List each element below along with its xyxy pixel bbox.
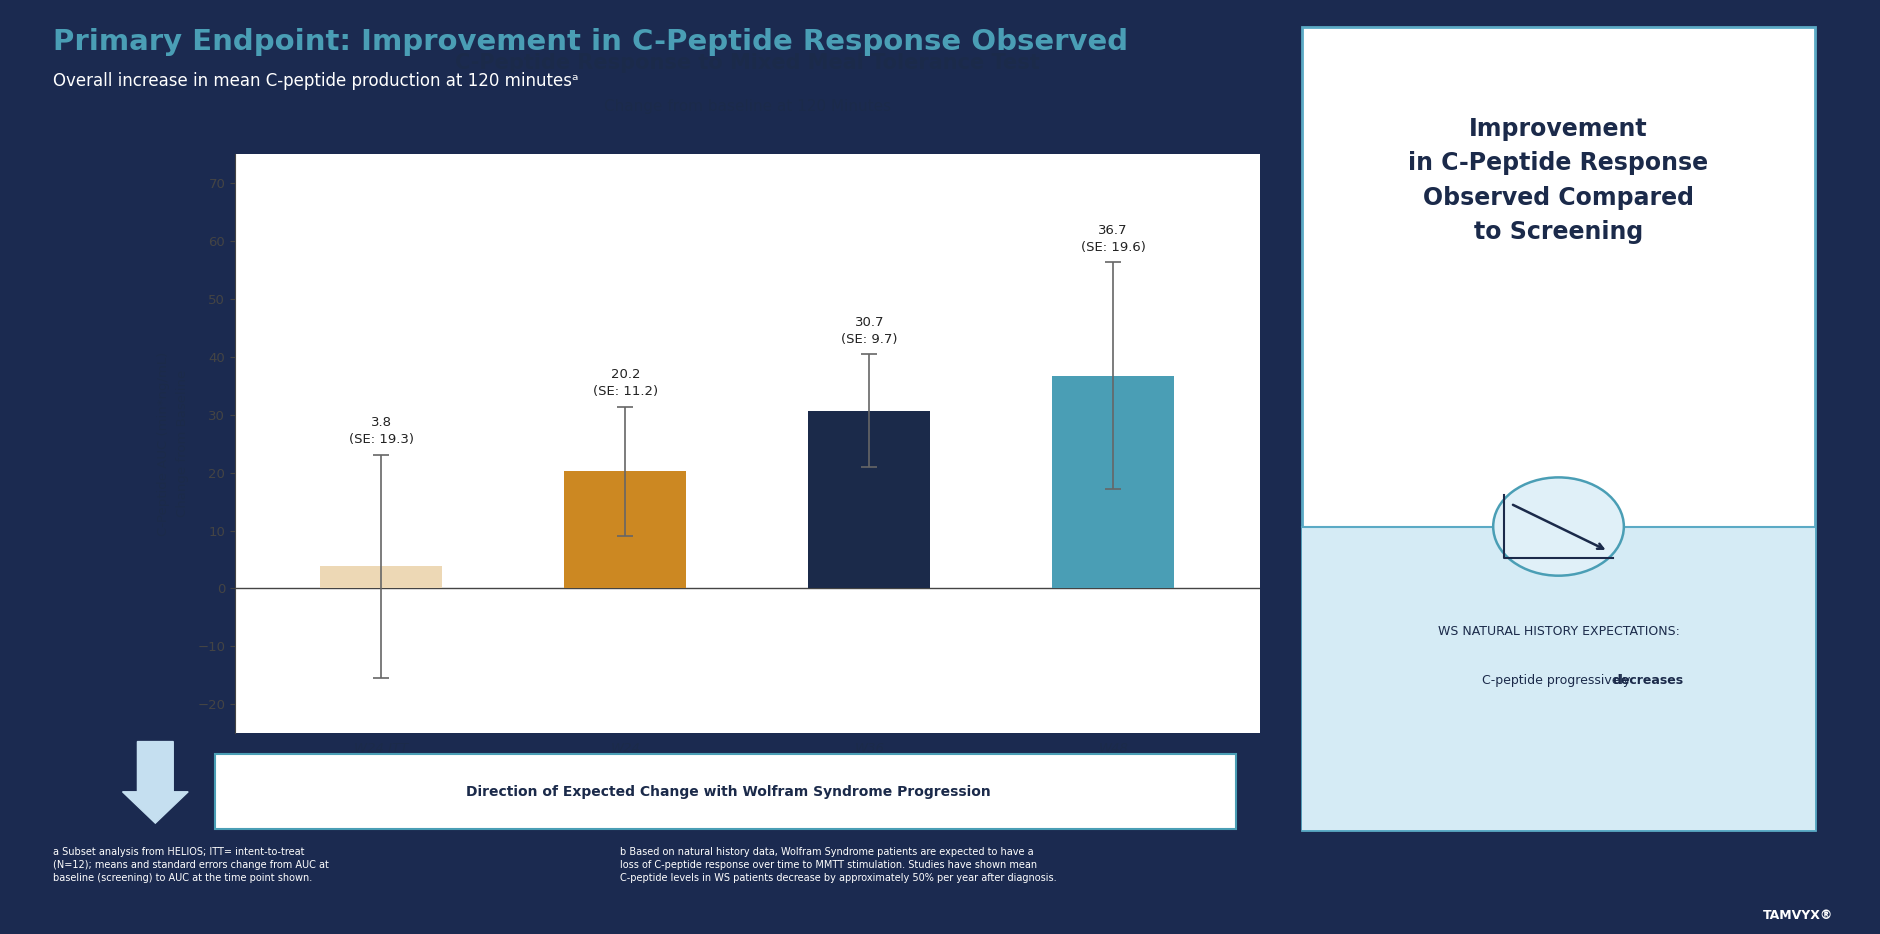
- Text: decreases: decreases: [1613, 674, 1684, 687]
- Text: Primary Endpoint: Improvement in C-Peptide Response Observed: Primary Endpoint: Improvement in C-Pepti…: [53, 28, 1128, 56]
- Bar: [1053, 375, 1175, 588]
- FancyArrow shape: [122, 742, 188, 823]
- Text: Improvement
in C-Peptide Response
Observed Compared
to Screening: Improvement in C-Peptide Response Observ…: [1408, 117, 1709, 245]
- Text: TAMVYX®: TAMVYX®: [1763, 910, 1833, 923]
- Bar: [320, 566, 442, 588]
- FancyBboxPatch shape: [1303, 27, 1814, 829]
- Text: 20.2
(SE: 11.2): 20.2 (SE: 11.2): [592, 368, 658, 398]
- Bar: [564, 472, 686, 588]
- Text: 36.7
(SE: 19.6): 36.7 (SE: 19.6): [1081, 224, 1145, 254]
- Text: Direction of Expected Change with Wolfram Syndrome Progression: Direction of Expected Change with Wolfra…: [466, 785, 991, 799]
- Text: 3.8
(SE: 19.3): 3.8 (SE: 19.3): [350, 417, 414, 446]
- Text: b Based on natural history data, Wolfram Syndrome patients are expected to have : b Based on natural history data, Wolfram…: [620, 847, 1057, 883]
- FancyBboxPatch shape: [214, 754, 1235, 829]
- Text: C-Peptide Response to Mixed Meal Tolerance Test: C-Peptide Response to Mixed Meal Toleran…: [455, 53, 1040, 73]
- Text: Change from baseline at 120 Minutes: Change from baseline at 120 Minutes: [603, 99, 891, 114]
- Text: WS NATURAL HISTORY EXPECTATIONS:: WS NATURAL HISTORY EXPECTATIONS:: [1438, 625, 1679, 638]
- FancyBboxPatch shape: [1303, 527, 1814, 829]
- Text: a Subset analysis from HELIOS; ITT= intent-to-treat
(N=12); means and standard e: a Subset analysis from HELIOS; ITT= inte…: [53, 847, 329, 883]
- Text: Overall increase in mean C-peptide production at 120 minutesᵃ: Overall increase in mean C-peptide produ…: [53, 72, 579, 90]
- Text: 30.7
(SE: 9.7): 30.7 (SE: 9.7): [840, 317, 897, 346]
- Ellipse shape: [1493, 477, 1624, 575]
- Bar: [808, 411, 931, 588]
- Y-axis label: C-Peptide AUC (min*ng/mL)
Change from Baseline: C-Peptide AUC (min*ng/mL) Change from Ba…: [156, 351, 190, 536]
- Text: C-peptide progressively: C-peptide progressively: [1481, 674, 1636, 687]
